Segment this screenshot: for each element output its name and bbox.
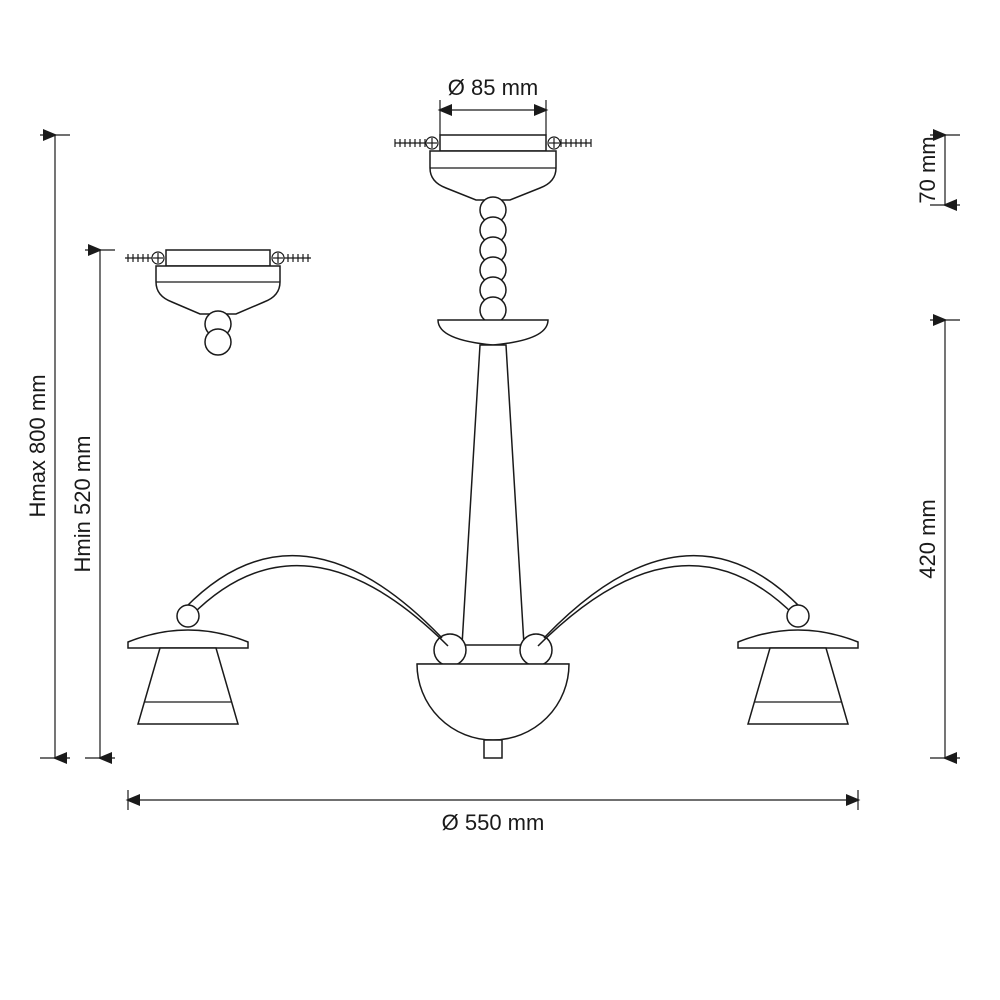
hmin-label: Hmin 520 mm bbox=[70, 436, 95, 573]
dim-canopy-height: 70 mm bbox=[915, 135, 960, 205]
canopy-height-label: 70 mm bbox=[915, 136, 940, 203]
dim-overall-diameter: Ø 550 mm bbox=[128, 790, 858, 835]
left-shade bbox=[128, 630, 248, 724]
stem bbox=[462, 345, 524, 645]
center-bowl bbox=[417, 664, 569, 758]
body-height-label: 420 mm bbox=[915, 499, 940, 578]
dim-body-height: 420 mm bbox=[915, 320, 960, 758]
canopy-diameter-label: Ø 85 mm bbox=[448, 75, 538, 100]
dim-canopy-diameter: Ø 85 mm bbox=[440, 75, 546, 135]
right-shade bbox=[738, 630, 858, 724]
hmax-label: Hmax 800 mm bbox=[25, 374, 50, 517]
overall-diameter-label: Ø 550 mm bbox=[442, 810, 545, 835]
screw-left bbox=[395, 137, 438, 149]
main-canopy bbox=[395, 135, 591, 200]
small-canopy-inset bbox=[125, 250, 311, 355]
top-cup bbox=[438, 320, 548, 345]
screw-right bbox=[548, 137, 591, 149]
dim-hmin: Hmin 520 mm bbox=[70, 250, 115, 758]
dim-hmax: Hmax 800 mm bbox=[25, 135, 70, 758]
main-chandelier bbox=[128, 135, 858, 758]
chain bbox=[480, 197, 506, 323]
chandelier-dimension-diagram: Ø 85 mm 70 mm 420 mm Hmax 800 mm Hmin 52… bbox=[0, 0, 1000, 1000]
